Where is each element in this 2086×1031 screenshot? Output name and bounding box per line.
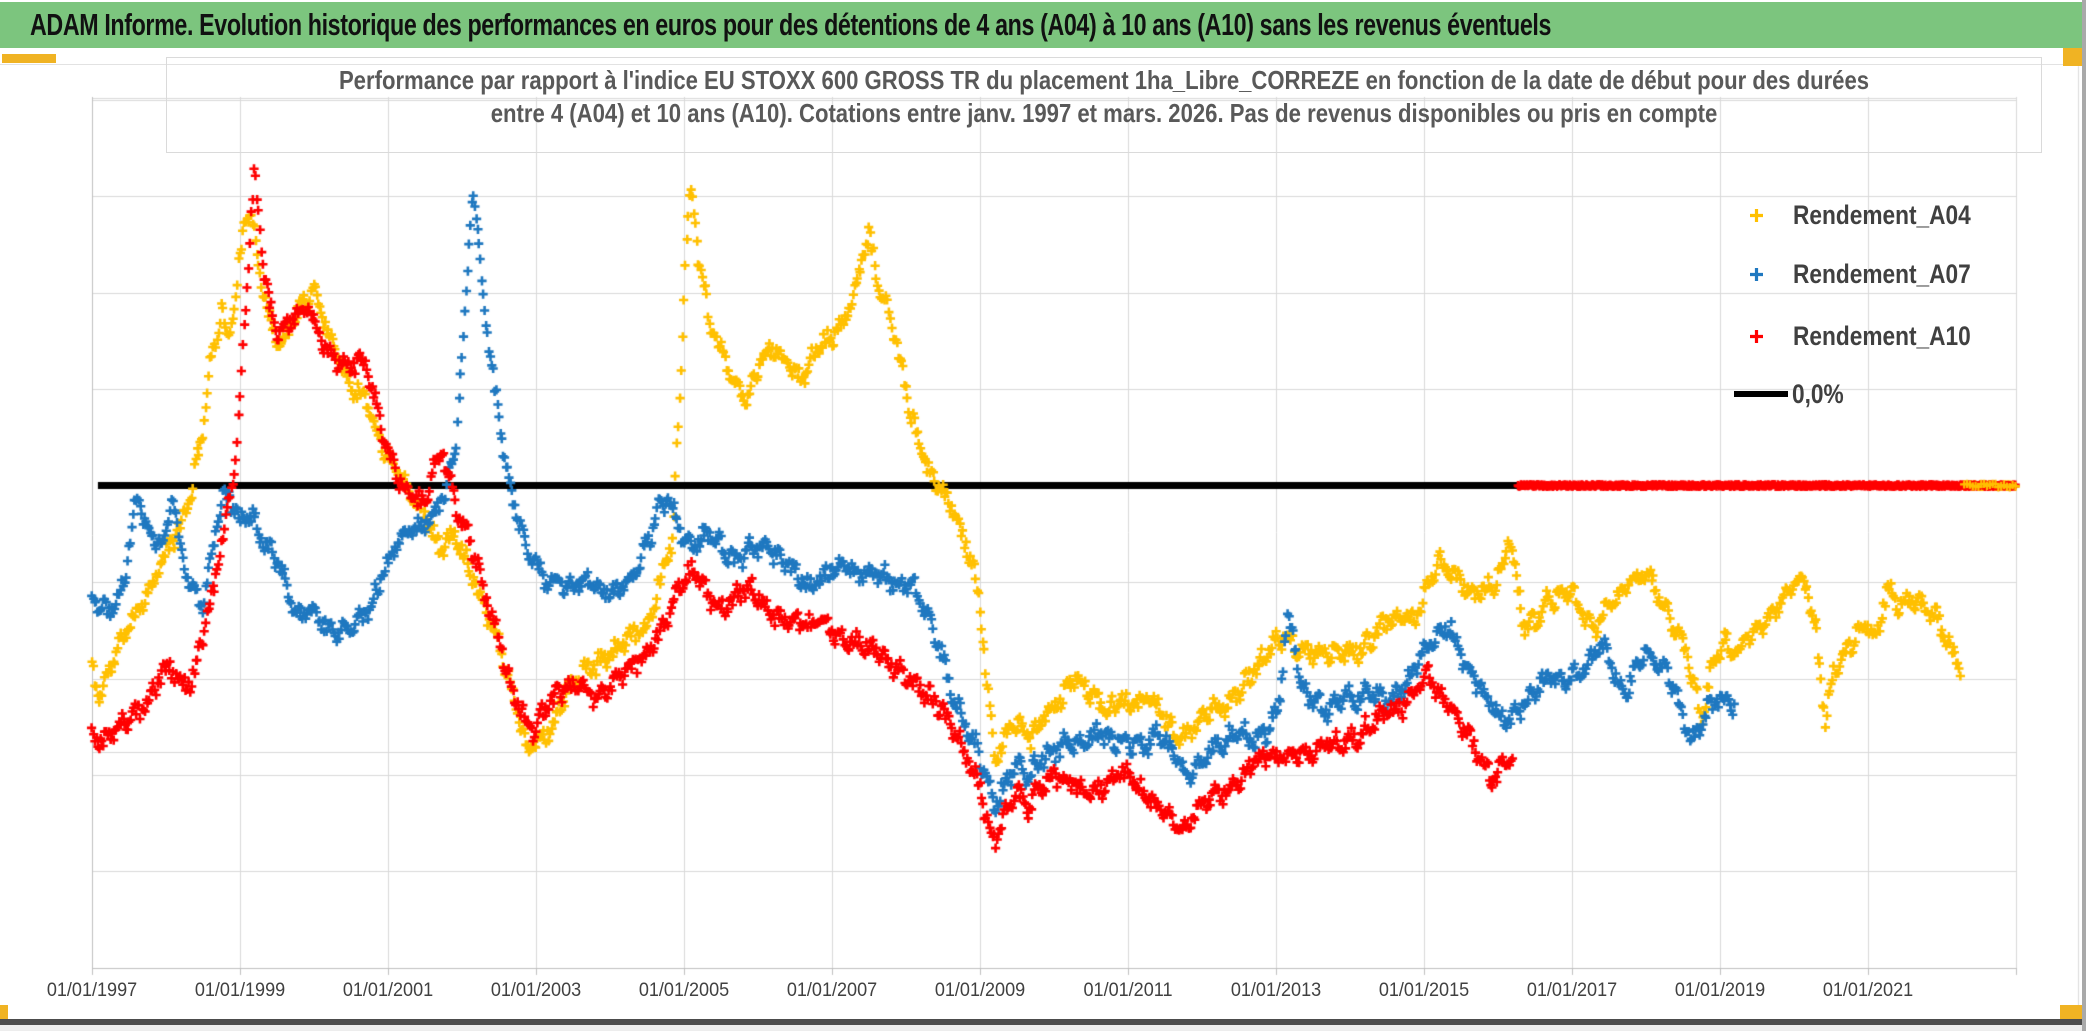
- legend-item-label: Rendement_A10: [1793, 320, 1971, 351]
- legend-item-rendement_a07: Rendement_A07: [1748, 258, 2005, 290]
- x-tick-label: 01/01/2011: [1083, 980, 1173, 1001]
- bottom-margin: [0, 1025, 2086, 1031]
- x-tick-label: 01/01/2009: [934, 980, 1026, 1001]
- accent-top-right: [2063, 48, 2086, 66]
- legend-item-label: Rendement_A04: [1793, 199, 1971, 230]
- app-title-bar: ADAM Informe. Evolution historique des p…: [0, 2, 2086, 48]
- x-tick-label: 01/01/2017: [1526, 980, 1618, 1001]
- x-tick-label: 01/01/2007: [786, 980, 878, 1001]
- window-right-edge: [2082, 0, 2086, 1031]
- x-tick-label: 01/01/2021: [1822, 980, 1914, 1001]
- accent-top-left: [2, 54, 56, 63]
- x-tick-label: 01/01/2005: [638, 980, 730, 1001]
- x-tick-label: 01/01/2003: [490, 980, 582, 1001]
- legend-item-rendement_a04: Rendement_A04: [1748, 199, 2005, 231]
- accent-bottom-left: [0, 1005, 8, 1019]
- x-tick-label: 01/01/1997: [46, 980, 138, 1001]
- x-tick-label: 01/01/2019: [1674, 980, 1766, 1001]
- legend-item-rendement_a10: Rendement_A10: [1748, 320, 2005, 352]
- x-tick-label: 01/01/2013: [1230, 980, 1322, 1001]
- chart-subtitle-box: Performance par rapport à l'indice EU ST…: [166, 57, 2042, 153]
- legend-item-label: Rendement_A07: [1793, 258, 1971, 289]
- x-tick-label: 01/01/2015: [1378, 980, 1470, 1001]
- titlebar-divider: [0, 48, 2086, 65]
- zero-line-sample-icon: [1734, 391, 1788, 397]
- bottom-border-strip: [0, 1019, 2086, 1025]
- x-tick-label: 01/01/1999: [194, 980, 286, 1001]
- chart-subtitle-line1: Performance par rapport à l'indice EU ST…: [338, 65, 1870, 95]
- x-tick-label: 01/01/2001: [342, 980, 434, 1001]
- plus-marker-icon: [1750, 267, 1763, 281]
- plus-marker-icon: [1750, 208, 1763, 222]
- accent-bottom-right: [2060, 1005, 2086, 1019]
- legend-item-zero-line: 0,0%: [1734, 378, 1854, 410]
- chart-subtitle-line2: entre 4 (A04) et 10 ans (A10). Cotations…: [490, 98, 1718, 128]
- legend-item-label: 0,0%: [1792, 378, 1844, 409]
- page-title: ADAM Informe. Evolution historique des p…: [30, 7, 1552, 42]
- plus-marker-icon: [1750, 329, 1763, 343]
